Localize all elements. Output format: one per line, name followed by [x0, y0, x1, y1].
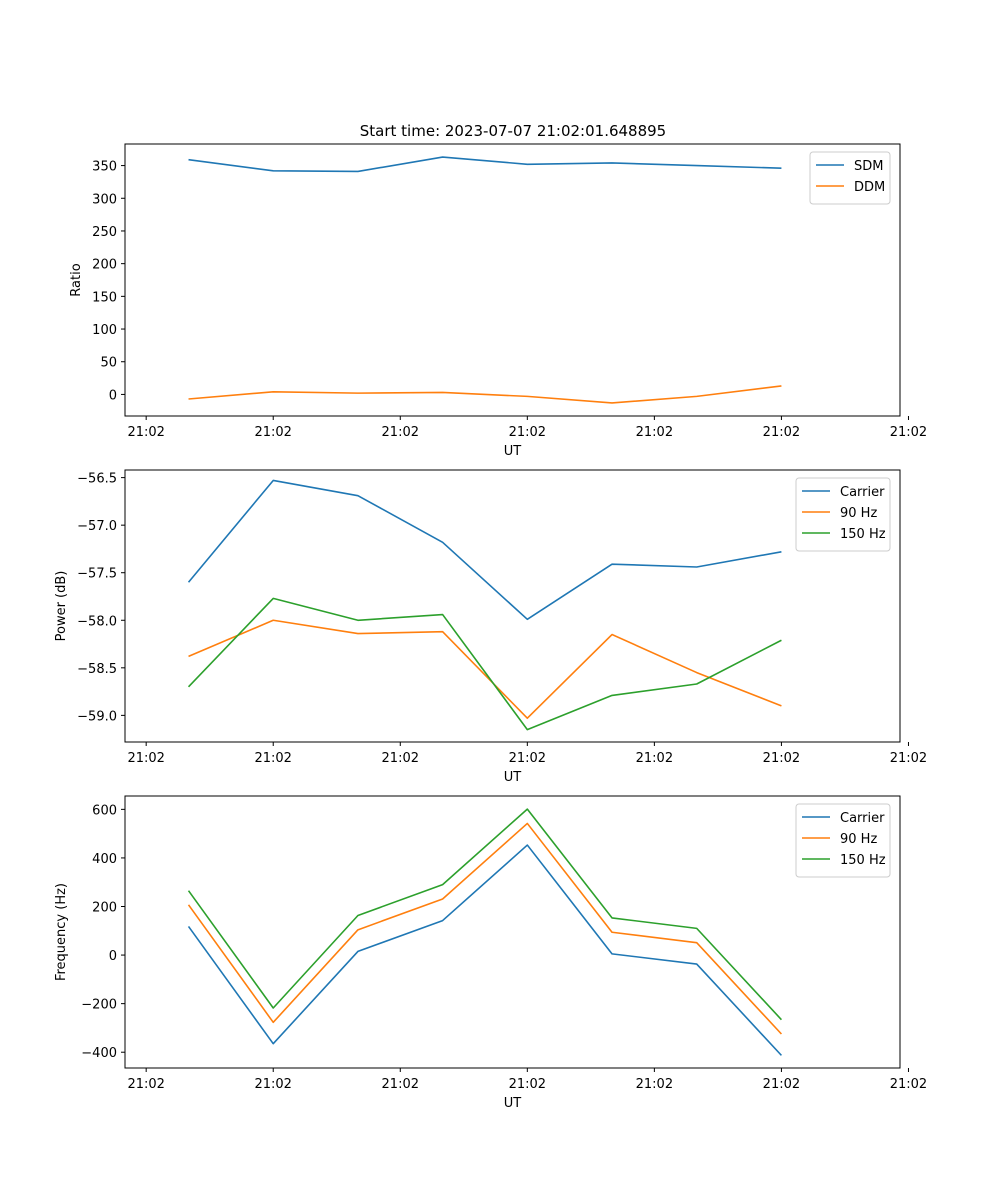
frequency-series-90-hz-line: [187, 822, 783, 1035]
frequency-x-tick-label: 21:02: [763, 1077, 800, 1092]
power-x-tick-label: 21:02: [763, 751, 800, 766]
power-x-tick-label: 21:02: [254, 751, 291, 766]
power-y-tick-label: −57.5: [77, 567, 117, 582]
ratio-x-axis-label: UT: [504, 444, 522, 459]
frequency-y-tick-label: −200: [81, 998, 117, 1013]
frequency-y-axis-label: Frequency (Hz): [54, 883, 69, 981]
ratio-axes-frame: [124, 143, 901, 417]
power-x-axis-label: UT: [504, 770, 522, 785]
power-y-tick-label: −58.5: [77, 662, 117, 677]
power-legend-label: 90 Hz: [840, 506, 877, 521]
frequency-series-150-hz-line: [187, 808, 783, 1021]
frequency-axes-frame: [124, 795, 901, 1069]
power-y-tick-label: −57.0: [77, 519, 117, 534]
power-axes-frame: [124, 469, 901, 743]
frequency-panel: 21:0221:0221:0221:0221:0221:0221:0221:03…: [54, 795, 927, 1111]
frequency-x-tick-label: 21:02: [382, 1077, 419, 1092]
ratio-x-tick-label: 21:02: [127, 425, 164, 440]
ratio-y-tick-label: 50: [100, 356, 117, 371]
frequency-x-tick-label: 21:02: [127, 1077, 164, 1092]
ratio-series-ddm-line: [188, 385, 782, 404]
ratio-x-tick-label: 21:02: [254, 425, 291, 440]
ratio-series-sdm-line: [188, 156, 782, 173]
power-x-tick-label: 21:02: [636, 751, 673, 766]
ratio-x-tick-label: 21:02: [636, 425, 673, 440]
power-y-axis-label: Power (dB): [54, 571, 69, 642]
frequency-y-tick-label: 0: [109, 949, 117, 964]
chart-title: Start time: 2023-07-07 21:02:01.648895: [360, 122, 666, 140]
frequency-series-carrier-line: [187, 844, 783, 1056]
ratio-legend-label: DDM: [854, 180, 885, 195]
ratio-y-tick-label: 200: [92, 258, 117, 273]
ratio-y-tick-label: 300: [92, 192, 117, 207]
frequency-y-tick-label: 200: [92, 901, 117, 916]
ratio-y-tick-label: 100: [92, 323, 117, 338]
frequency-x-tick-label: 21:02: [254, 1077, 291, 1092]
ratio-legend-label: SDM: [854, 159, 883, 174]
power-series-90-hz-line: [188, 619, 782, 720]
ratio-y-tick-label: 250: [92, 225, 117, 240]
frequency-x-tick-label: 21:02: [890, 1077, 927, 1092]
power-x-tick-label: 21:02: [890, 751, 927, 766]
ratio-y-axis-label: Ratio: [69, 263, 84, 296]
power-x-tick-label: 21:02: [127, 751, 164, 766]
ratio-legend: SDM DDM: [809, 151, 891, 205]
ratio-y-tick-label: 0: [109, 388, 117, 403]
ratio-x-tick-label: 21:02: [509, 425, 546, 440]
frequency-y-tick-label: 400: [92, 852, 117, 867]
ratio-x-tick-label: 21:02: [763, 425, 800, 440]
power-y-tick-label: −59.0: [77, 709, 117, 724]
frequency-legend-label: Carrier: [840, 811, 885, 826]
power-legend-label: Carrier: [840, 485, 885, 500]
frequency-legend: Carrier 90 Hz 150 Hz: [795, 803, 891, 878]
power-y-tick-label: −56.5: [77, 472, 117, 487]
power-y-tick-label: −58.0: [77, 614, 117, 629]
ratio-panel: 21:0221:0221:0221:0221:0221:0221:0221:03…: [69, 143, 927, 459]
frequency-x-tick-label: 21:02: [509, 1077, 546, 1092]
power-x-tick-label: 21:02: [509, 751, 546, 766]
ratio-y-tick-label: 150: [92, 290, 117, 305]
frequency-x-axis-label: UT: [504, 1096, 522, 1111]
frequency-legend-label: 90 Hz: [840, 832, 877, 847]
power-series-carrier-line: [187, 479, 782, 621]
frequency-y-tick-label: 600: [92, 803, 117, 818]
ratio-x-tick-label: 21:02: [382, 425, 419, 440]
power-legend-label: 150 Hz: [840, 527, 886, 542]
power-x-tick-label: 21:02: [382, 751, 419, 766]
power-series-150-hz-line: [187, 597, 782, 731]
power-panel: 21:0221:0221:0221:0221:0221:0221:0221:03…: [54, 469, 927, 785]
frequency-x-tick-label: 21:02: [636, 1077, 673, 1092]
frequency-legend-label: 150 Hz: [840, 853, 886, 868]
frequency-y-tick-label: −400: [81, 1046, 117, 1061]
ratio-y-tick-label: 350: [92, 160, 117, 175]
ratio-x-tick-label: 21:02: [890, 425, 927, 440]
power-legend: Carrier 90 Hz 150 Hz: [795, 477, 891, 552]
